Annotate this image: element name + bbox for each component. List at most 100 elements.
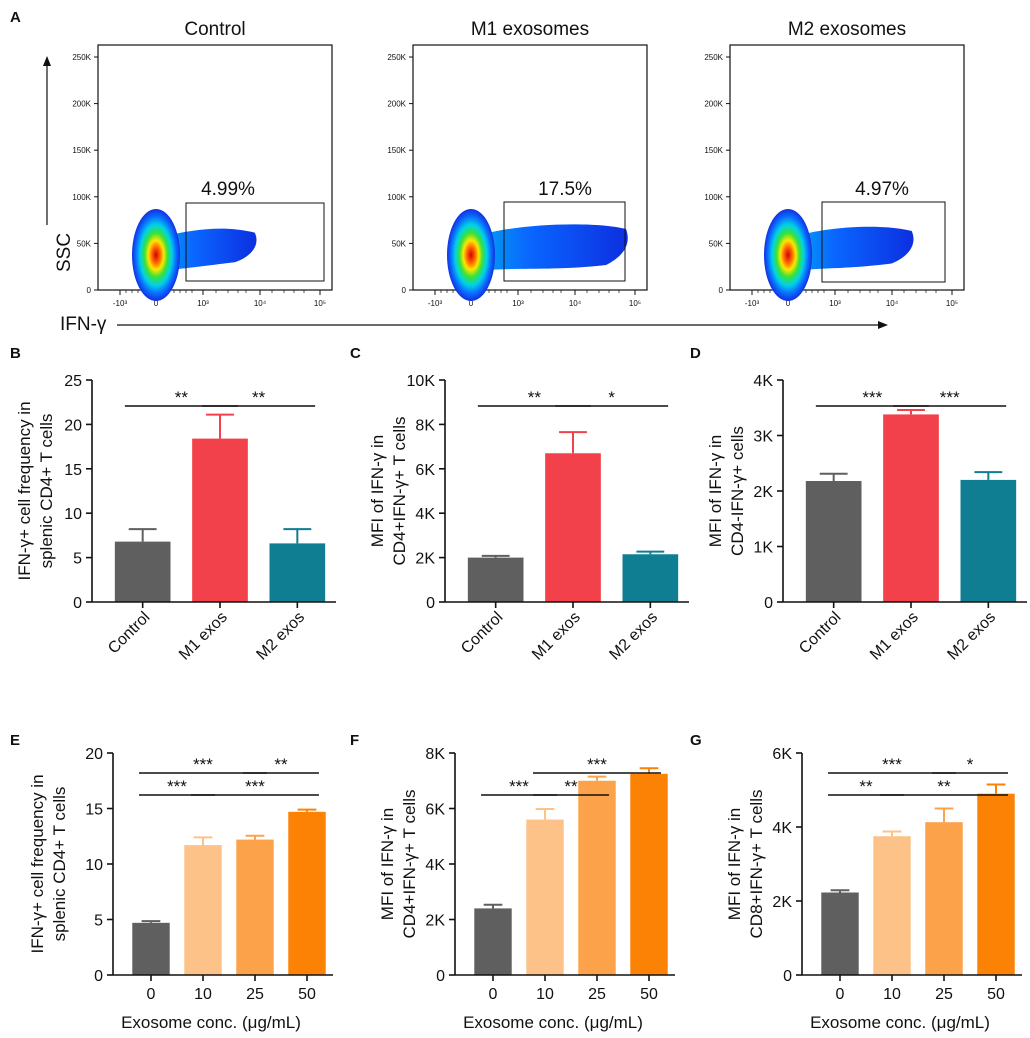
facs-ytick-label: 250K xyxy=(704,53,723,62)
x-tick-label: 25 xyxy=(588,986,606,1003)
y-tick-label: 6K xyxy=(425,802,445,819)
x-tick-label: 50 xyxy=(298,986,316,1003)
significance-label: *** xyxy=(862,388,882,407)
panel-letter-d: D xyxy=(690,345,701,362)
significance-label: *** xyxy=(509,777,529,796)
y-tick-label: 4K xyxy=(753,373,773,390)
facs-density-core xyxy=(764,209,812,301)
y-axis-title-line: MFI of IFN-γ in xyxy=(706,435,725,547)
significance-label: *** xyxy=(245,777,265,796)
x-tick-label: Control xyxy=(105,609,153,657)
y-axis-title-line: IFN-γ+ cell frequency in xyxy=(28,774,47,953)
bar-50 xyxy=(977,793,1015,975)
y-tick-label: 0 xyxy=(783,968,792,985)
y-tick-label: 2K xyxy=(425,913,445,930)
facs-xtick-label: 10⁴ xyxy=(254,299,267,308)
facs-density-m2 xyxy=(764,209,914,301)
y-tick-label: 0 xyxy=(426,595,435,612)
bar-0 xyxy=(821,892,859,975)
significance-label: *** xyxy=(587,755,607,774)
chart-panel-c: C 0 2K 4K 6K 8K 10K MFI of IFN-γ in CD4+IFN-γ+ T… xyxy=(350,345,689,664)
y-tick-label: 2K xyxy=(772,894,792,911)
x-tick-label: 0 xyxy=(489,986,498,1003)
facs-ytick-label: 100K xyxy=(72,193,91,202)
y-tick-label: 8K xyxy=(415,417,435,434)
x-tick-label: Control xyxy=(458,609,506,657)
facs-percent-control: 4.99% xyxy=(201,179,255,200)
significance-label: ** xyxy=(252,388,266,407)
facs-xtick-label: 10⁴ xyxy=(569,299,582,308)
panel-a: A Control 250K 200K 150K 100K 50K 0 -10³ 0 10³ 1… xyxy=(10,9,965,335)
y-tick-label: 20 xyxy=(64,417,82,434)
significance-label: *** xyxy=(882,755,902,774)
facs-density-tail xyxy=(475,224,628,271)
facs-frame-m2 xyxy=(729,44,965,291)
facs-xtick-label: 0 xyxy=(786,299,791,308)
y-tick-label: 15 xyxy=(64,462,82,479)
facs-xticks-control: -10³ 0 10³ 10⁴ 10⁵ xyxy=(113,290,326,308)
panel-letter-c: C xyxy=(350,345,361,362)
x-tick-label: 25 xyxy=(935,986,953,1003)
facs-gate-m2 xyxy=(821,201,946,283)
significance-label: ** xyxy=(175,388,189,407)
y-tick-label: 0 xyxy=(94,968,103,985)
y-tick-label: 4K xyxy=(772,820,792,837)
x-axis-title: Exosome conc. (μg/mL) xyxy=(463,1013,643,1032)
facs-ytick-label: 100K xyxy=(387,193,406,202)
bar-control xyxy=(114,541,171,602)
facs-xtick-label: 10⁴ xyxy=(886,299,899,308)
chart-panel-e: E 0 5 10 15 20 IFN-γ+ cell frequency in splenic… xyxy=(10,732,333,1032)
significance-label: ** xyxy=(564,777,578,796)
ssc-axis-arrow-head xyxy=(43,56,51,66)
x-tick-label: M1 exos xyxy=(529,609,584,664)
bar-50 xyxy=(630,773,668,975)
facs-xtick-label: -10³ xyxy=(745,299,760,308)
y-axis-title-line: CD4-IFN-γ+ cells xyxy=(728,426,747,556)
chart-panel-b: B 0 5 10 15 20 25 IFN-γ+ cell frequency in splen… xyxy=(10,345,336,664)
bar-0 xyxy=(132,922,170,975)
y-tick-label: 10K xyxy=(407,373,436,390)
y-axis-title-line: CD4+IFN-γ+ T cells xyxy=(390,417,409,566)
bar-25 xyxy=(925,822,963,975)
facs-ytick-label: 200K xyxy=(72,100,91,109)
facs-frame-control xyxy=(97,44,333,291)
facs-ytick-label: 50K xyxy=(709,239,724,248)
significance-label: * xyxy=(967,755,974,774)
facs-xtick-label: 10³ xyxy=(829,299,841,308)
x-tick-label: 0 xyxy=(836,986,845,1003)
facs-title-m2: M2 exosomes xyxy=(788,19,906,40)
panel-letter-g: G xyxy=(690,732,702,749)
bar-25 xyxy=(236,839,274,975)
y-tick-label: 0 xyxy=(436,968,445,985)
facs-ytick-label: 50K xyxy=(77,239,92,248)
y-tick-label: 20 xyxy=(85,746,103,763)
bar-25 xyxy=(578,780,616,975)
facs-ytick-label: 0 xyxy=(719,286,724,295)
facs-xtick-label: 10³ xyxy=(197,299,209,308)
facs-xtick-label: 10⁵ xyxy=(314,299,326,308)
x-tick-label: M1 exos xyxy=(867,609,922,664)
x-tick-label: 50 xyxy=(640,986,658,1003)
facs-title-control: Control xyxy=(184,19,245,40)
y-tick-label: 6K xyxy=(772,746,792,763)
facs-xtick-label: -10³ xyxy=(113,299,128,308)
significance-label: ** xyxy=(274,755,288,774)
bar-control xyxy=(805,481,862,602)
y-axis-title-line: splenic CD4+ T cells xyxy=(50,787,69,942)
y-axis-title-line: CD8+IFN-γ+ T cells xyxy=(747,790,766,939)
bar-m2-exos xyxy=(622,554,679,602)
y-tick-label: 4K xyxy=(415,506,435,523)
facs-density-tail xyxy=(160,228,257,271)
x-tick-label: 10 xyxy=(536,986,554,1003)
x-tick-label: Control xyxy=(796,609,844,657)
facs-percent-m1: 17.5% xyxy=(538,179,592,200)
y-axis-title-line: CD4+IFN-γ+ T cells xyxy=(400,790,419,939)
y-axis-title-line: splenic CD4+ T cells xyxy=(37,414,56,569)
facs-frame-m1 xyxy=(412,44,648,291)
facs-ytick-label: 150K xyxy=(704,146,723,155)
x-tick-label: M2 exos xyxy=(944,609,999,664)
x-tick-label: 0 xyxy=(147,986,156,1003)
significance-label: *** xyxy=(167,777,187,796)
y-tick-label: 10 xyxy=(85,857,103,874)
significance-label: ** xyxy=(528,388,542,407)
